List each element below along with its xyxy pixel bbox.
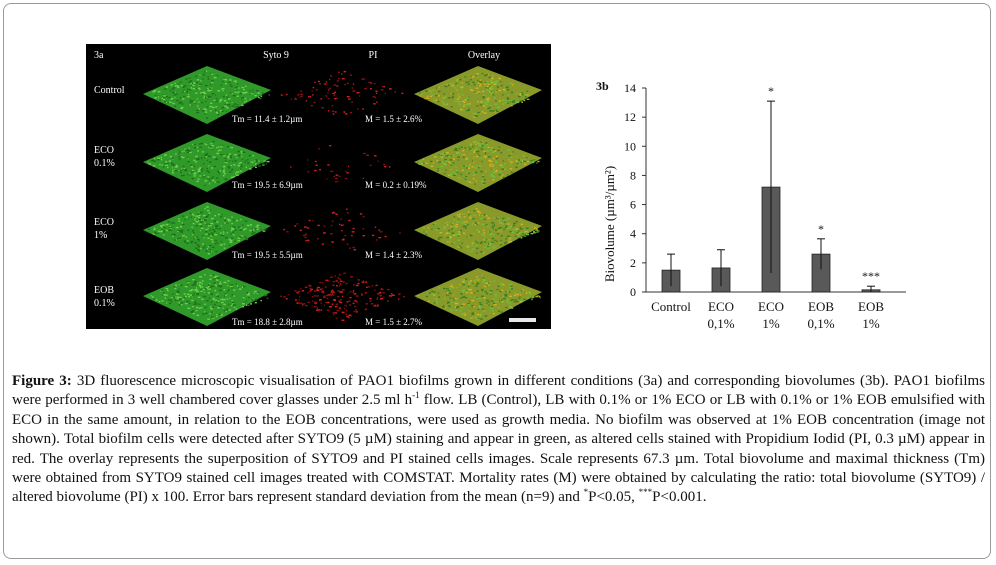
row-label-eco-01: ECO 0.1% — [94, 144, 138, 170]
column-header-pi: PI — [368, 50, 378, 61]
y-tick-label: 0 — [630, 285, 636, 299]
microscopy-tile-pi — [276, 132, 408, 194]
m-value-eco-1: M = 1.4 ± 2.3% — [365, 250, 423, 260]
microscopy-tile-syto9 — [141, 200, 273, 262]
row-label-line: 0.1% — [94, 158, 115, 169]
y-tick-label: 2 — [630, 256, 636, 270]
microscopy-tile-overlay — [412, 132, 544, 194]
significance-marker: * — [818, 222, 824, 236]
panel-a-label: 3a — [94, 50, 104, 61]
figure-frame — [3, 3, 991, 559]
x-tick-label: 0,1% — [707, 316, 734, 331]
microscopy-tile-syto9 — [141, 266, 273, 328]
tm-value-eco-1: Tm = 19.5 ± 5.5µm — [232, 250, 303, 260]
y-axis-label: Biovolume (µm³/µm²) — [602, 166, 617, 282]
y-tick-label: 6 — [630, 198, 636, 212]
caption-label: Figure 3: — [12, 373, 72, 389]
biovolume-chart-svg: 3b Biovolume (µm³/µm²) 0 2 4 6 8 10 12 14 Contro… — [596, 79, 906, 331]
m-value-control: M = 1.5 ± 2.6% — [365, 114, 423, 124]
significance-marker: * — [768, 84, 774, 98]
y-tick-label: 10 — [624, 139, 636, 153]
microscopy-tile-overlay — [412, 64, 544, 126]
microscopy-tile-overlay — [412, 266, 544, 328]
tm-value-eob-01: Tm = 18.8 ± 2.8µm — [232, 317, 303, 327]
row-label-line: ECO — [94, 217, 114, 228]
figure-caption: Figure 3: 3D fluorescence microscopic vi… — [12, 372, 985, 508]
microscopy-tile-syto9 — [141, 64, 273, 126]
tm-value-control: Tm = 11.4 ± 1.2µm — [232, 114, 303, 124]
column-header-syto9: Syto 9 — [263, 50, 289, 61]
m-value-eob-01: M = 1.5 ± 2.7% — [365, 317, 423, 327]
row-label-line: 0.1% — [94, 298, 115, 309]
m-value-eco-01: M = 0.2 ± 0.19% — [365, 180, 427, 190]
tm-value-eco-01: Tm = 19.5 ± 6.9µm — [232, 180, 303, 190]
y-tick-label: 12 — [624, 110, 636, 124]
row-label-line: ECO — [94, 145, 114, 156]
row-label-eob-01: EOB 0.1% — [94, 284, 138, 310]
x-tick-label: 0,1% — [807, 316, 834, 331]
microscopy-tile-overlay — [412, 200, 544, 262]
x-tick-label: EOB — [808, 299, 834, 314]
biovolume-chart: 3b Biovolume (µm³/µm²) 0 2 4 6 8 10 12 14 Contro… — [588, 68, 908, 338]
microscopy-tile-syto9 — [141, 132, 273, 194]
row-label-line: EOB — [94, 285, 114, 296]
caption-superscript: * — [583, 487, 589, 498]
caption-superscript: -1 — [412, 390, 420, 401]
caption-text: flow. LB (Control), LB with 0.1% or 1% E… — [12, 392, 985, 506]
y-tick-label: 14 — [624, 81, 636, 95]
microscopy-tile-pi — [276, 200, 408, 262]
microscopy-panel: 3a Syto 9 PI Overlay Control ECO 0.1% EC… — [86, 44, 551, 329]
y-tick-label: 8 — [630, 168, 636, 182]
x-tick-label: EOB — [858, 299, 884, 314]
scale-bar — [509, 318, 536, 322]
caption-text: P<0.05, — [588, 489, 639, 506]
caption-text: P<0.001. — [652, 489, 707, 506]
x-tick-label: 1% — [862, 316, 880, 331]
x-tick-label: 1% — [762, 316, 780, 331]
row-label-control: Control — [94, 84, 138, 97]
y-tick-label: 4 — [630, 227, 636, 241]
microscopy-tile-pi — [276, 266, 408, 328]
column-header-overlay: Overlay — [467, 50, 501, 61]
row-label-line: Control — [94, 85, 125, 96]
x-tick-label: ECO — [758, 299, 784, 314]
row-label-line: 1% — [94, 230, 108, 241]
row-label-eco-1: ECO 1% — [94, 216, 138, 242]
x-tick-label: ECO — [708, 299, 734, 314]
panel-b-label: 3b — [596, 79, 609, 93]
significance-marker: *** — [862, 269, 880, 283]
x-tick-label: Control — [651, 299, 691, 314]
caption-text: 3D fluorescence microscopic visualisatio… — [12, 373, 985, 409]
microscopy-tile-pi — [276, 64, 408, 126]
caption-superscript: *** — [638, 487, 653, 498]
